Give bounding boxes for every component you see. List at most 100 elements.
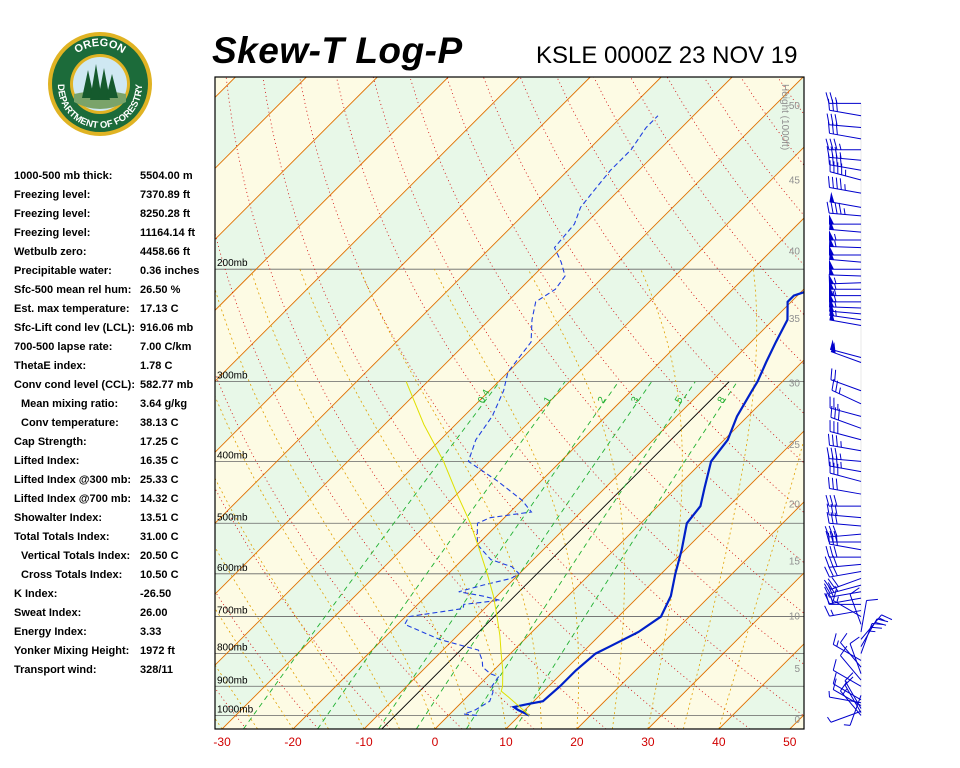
wind-barb-staff <box>829 306 862 309</box>
index-value: 17.13 C <box>140 303 179 315</box>
wind-barb <box>825 138 861 151</box>
wind-barb-flag <box>829 259 834 270</box>
wind-barb-full <box>824 566 830 578</box>
wind-barb-staff <box>829 314 862 321</box>
wind-barb-half <box>839 152 842 159</box>
mixing-ratio-line <box>317 381 566 729</box>
wind-barb-staff <box>829 274 862 277</box>
isotherm-line <box>215 77 591 453</box>
wind-barb-staff <box>830 710 862 723</box>
index-label: K Index: <box>14 588 58 600</box>
index-value: 7.00 C/km <box>140 341 192 353</box>
wind-barb-full <box>832 290 837 302</box>
wind-barb-half <box>834 585 839 592</box>
wind-barb-full <box>827 477 830 489</box>
wind-barb <box>829 219 862 233</box>
isotherm-line <box>215 77 804 666</box>
wind-barb-half <box>843 724 851 726</box>
wind-barb-full <box>881 614 893 621</box>
wind-barb-full <box>834 202 838 214</box>
index-label: Precipitable water: <box>14 265 112 277</box>
height-tick-label: 50 <box>789 101 801 112</box>
wind-barb-staff <box>829 258 862 263</box>
index-label: 700-500 lapse rate: <box>14 341 113 353</box>
isotherm-line <box>576 501 804 729</box>
index-row: ThetaE index: 1.78 C <box>14 358 214 377</box>
index-value: 7370.89 ft <box>140 189 191 201</box>
dry-adiabat <box>215 372 463 729</box>
index-row: Cross Totals Index: 10.50 C <box>14 567 214 586</box>
dry-adiabat <box>483 77 804 514</box>
wind-barb <box>829 236 862 249</box>
temperature-line <box>510 290 804 717</box>
wind-barb-full <box>825 494 830 507</box>
wind-barb-staff <box>829 514 862 519</box>
wind-barb <box>828 690 862 704</box>
wind-barb-staff <box>830 577 862 590</box>
dry-adiabat <box>299 77 751 729</box>
height-tick-label: 35 <box>789 314 801 325</box>
isotherm-line <box>221 146 804 729</box>
index-label: Total Totals Index: <box>14 531 110 543</box>
wind-barb-half <box>836 596 839 603</box>
index-label: 1000-500 mb thick: <box>14 170 113 182</box>
mixing-ratio-label: 2 <box>596 395 609 406</box>
moist-adiabat <box>215 546 329 729</box>
wind-barb-staff <box>860 614 882 640</box>
wind-barb <box>826 113 862 129</box>
wind-barb-half <box>833 277 837 284</box>
wind-barb <box>827 477 862 495</box>
index-value: 25.33 C <box>140 474 179 486</box>
wind-barb <box>828 273 862 285</box>
wind-barb-staff <box>829 431 862 441</box>
wind-barb <box>827 433 862 452</box>
dry-adiabat <box>888 77 960 729</box>
wind-barb-flag <box>829 214 834 225</box>
wind-barb-staff <box>833 600 862 618</box>
isotherm-line <box>215 77 520 382</box>
wind-barb <box>826 511 862 527</box>
wind-barb <box>829 290 861 303</box>
wind-barb <box>827 454 862 473</box>
x-tick-label: 10 <box>499 735 513 749</box>
wind-barb-staff <box>829 444 862 452</box>
mixing-ratio-line <box>415 381 653 729</box>
mixing-ratio-label: 1 <box>542 395 555 406</box>
wind-barb-staff <box>829 319 862 326</box>
wind-barb-staff <box>831 389 862 405</box>
mixing-ratio-label: 8 <box>716 395 729 406</box>
chart-title: Skew-T Log-P <box>212 30 463 71</box>
wind-barb <box>829 279 861 290</box>
wind-barb-staff <box>829 310 862 315</box>
index-label: Est. max temperature: <box>14 303 130 315</box>
wind-barb-full <box>829 546 834 558</box>
wind-barb-full <box>874 621 887 626</box>
index-label: Sfc-500 mean rel hum: <box>14 284 132 296</box>
plot-area <box>215 77 960 729</box>
wind-barb-full <box>824 586 830 598</box>
height-tick-label: 20 <box>789 500 801 511</box>
index-row: Est. max temperature: 17.13 C <box>14 301 214 320</box>
wind-barb <box>843 695 862 726</box>
wind-barb <box>827 710 862 723</box>
wind-barb <box>829 396 862 417</box>
index-row: Lifted Index @700 mb: 14.32 C <box>14 491 214 510</box>
wind-barb-full <box>827 578 836 589</box>
index-value: 26.00 <box>140 607 168 619</box>
wind-barb-staff <box>829 109 862 117</box>
wind-barb <box>860 598 878 633</box>
wind-barb <box>830 368 862 392</box>
wind-barb <box>825 92 861 104</box>
wind-barb-staff <box>829 584 862 594</box>
wind-barb <box>832 589 862 618</box>
index-row: Conv temperature: 38.13 C <box>14 415 214 434</box>
wind-barb-full <box>835 177 838 189</box>
index-label: Showalter Index: <box>14 512 103 524</box>
wind-barb-full <box>829 92 834 104</box>
wind-barb-half <box>834 283 837 290</box>
wind-barb <box>825 494 861 507</box>
station-time-label: KSLE 0000Z 23 NOV 19 <box>536 42 798 69</box>
wind-barb-half <box>827 716 832 723</box>
wind-barb-staff <box>849 643 862 674</box>
moist-adiabat <box>718 438 804 729</box>
